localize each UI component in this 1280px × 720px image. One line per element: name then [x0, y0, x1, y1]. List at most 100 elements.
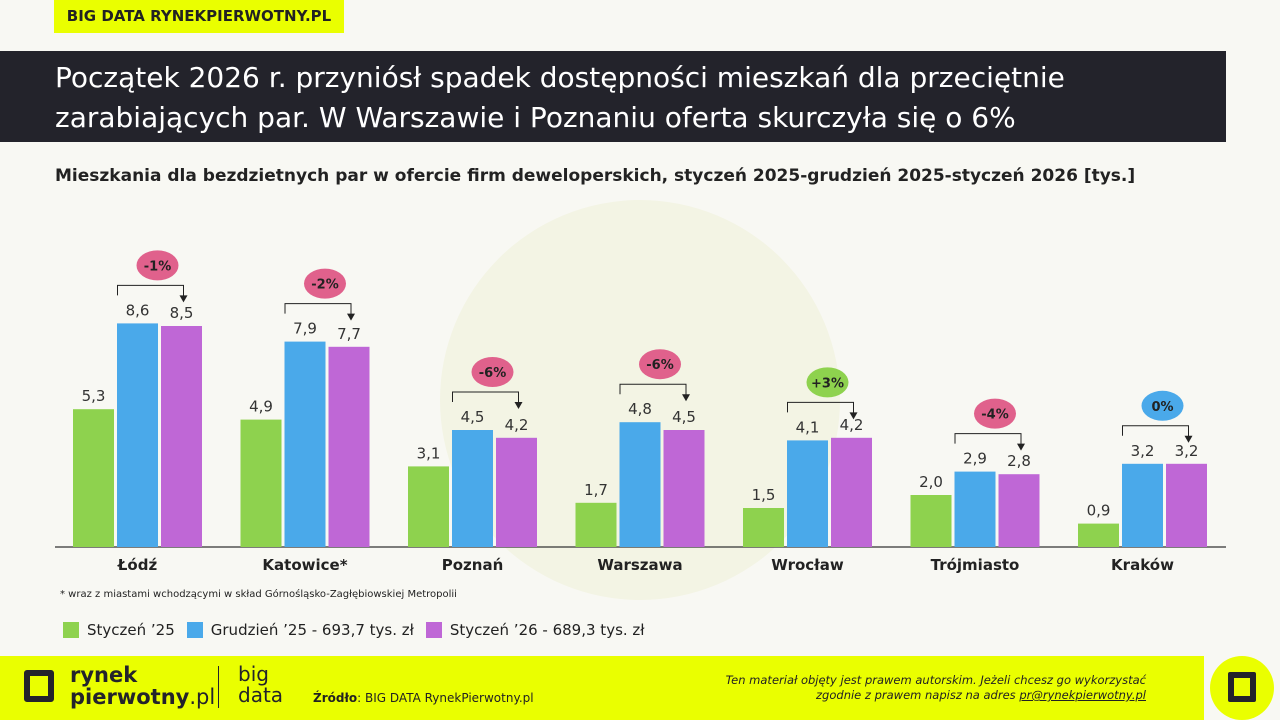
data-label: 4,5: [461, 408, 485, 426]
legend-item: Styczeń ’25: [63, 621, 175, 639]
change-label: -4%: [981, 408, 1008, 423]
data-label: 4,1: [796, 418, 820, 436]
bar: [73, 409, 114, 547]
bar: [161, 326, 202, 547]
category-label: Katowice*: [262, 556, 347, 574]
bar: [663, 430, 705, 547]
data-label: 2,8: [1007, 452, 1031, 470]
change-badge: [974, 398, 1016, 429]
arrow-down-icon: [1184, 435, 1193, 443]
category-label: Łódź: [117, 556, 158, 574]
data-label: 3,2: [1175, 442, 1199, 460]
category-label: Warszawa: [597, 556, 682, 574]
copyright-note: Ten materiał objęty jest prawem autorski…: [725, 673, 1146, 702]
arrow-down-icon: [1017, 443, 1025, 451]
bar: [998, 474, 1040, 547]
data-label: 8,6: [126, 301, 150, 319]
arrow-down-icon: [682, 394, 690, 402]
data-label: 0,9: [1087, 502, 1111, 520]
bar: [1122, 463, 1163, 547]
bar: [117, 323, 158, 547]
bar: [619, 422, 661, 547]
bar: [328, 346, 370, 547]
data-label: 3,2: [1131, 442, 1155, 460]
bar: [787, 440, 828, 547]
data-label: 5,3: [82, 387, 106, 405]
title-line-1: Początek 2026 r. przyniósł spadek dostęp…: [55, 61, 1065, 94]
data-label: 8,5: [170, 304, 194, 322]
legend-label: Styczeń ’25: [87, 621, 175, 639]
data-label: 4,9: [249, 398, 273, 416]
legend-swatch: [63, 622, 79, 638]
arrow-down-icon: [347, 313, 355, 321]
watermark: [440, 200, 840, 600]
data-label: 2,9: [963, 450, 987, 468]
data-label: 3,1: [417, 444, 441, 462]
change-bracket: [1122, 425, 1189, 438]
change-label: -6%: [479, 366, 506, 381]
arrow-down-icon: [849, 412, 858, 420]
category-label: Wrocław: [771, 556, 844, 574]
data-label: 4,2: [840, 416, 864, 434]
legend-item: Grudzień ’25 - 693,7 tys. zł: [186, 621, 414, 639]
category-label: Kraków: [1111, 556, 1174, 574]
corner-logo-icon: [1210, 656, 1274, 720]
data-label: 4,8: [628, 400, 652, 418]
change-bracket: [117, 284, 184, 298]
chart-title: Mieszkania dla bezdzietnych par w oferci…: [55, 166, 1136, 186]
legend-swatch: [425, 622, 442, 638]
header-tag: BIG DATA RYNEKPIERWOTNY.PL: [54, 0, 344, 33]
title-line-2: zarabiających par. W Warszawie i Poznani…: [55, 101, 1016, 134]
bar: [1166, 463, 1207, 547]
data-label: 4,2: [505, 416, 529, 434]
bar: [743, 508, 784, 547]
bar: [240, 419, 282, 547]
change-bracket: [954, 433, 1022, 446]
brand-logo: rynek pierwotny.pl: [70, 663, 216, 709]
bar: [284, 341, 326, 547]
footer: rynek pierwotny.pl big data Źródło: BIG DA…: [0, 656, 1204, 720]
bar: [954, 471, 996, 547]
change-label: -1%: [144, 259, 171, 274]
category-label: Trójmiasto: [931, 556, 1020, 574]
big-data-logo: big data: [238, 662, 284, 707]
bar: [496, 437, 537, 547]
change-bracket: [284, 303, 352, 316]
divider: [218, 666, 219, 708]
logo-icon: [24, 670, 54, 702]
bar: [1078, 523, 1119, 547]
change-label: 0%: [1151, 400, 1173, 415]
change-badge: [136, 250, 179, 281]
data-label: 1,5: [752, 486, 776, 504]
change-label: +3%: [811, 376, 844, 391]
data-label: 7,7: [337, 325, 361, 343]
legend-item: Styczeń ’26 - 689,3 tys. zł: [425, 621, 645, 639]
legend-label: Styczeń ’26 - 689,3 tys. zł: [449, 621, 645, 639]
bar: [452, 430, 493, 547]
data-label: 2,0: [919, 473, 943, 491]
footnote: * wraz z miastami wchodzącymi w skład Gó…: [60, 589, 457, 600]
legend-label: Grudzień ’25 - 693,7 tys. zł: [210, 621, 414, 639]
source: Źródło: BIG DATA RynekPierwotny.pl: [313, 691, 534, 705]
data-label: 1,7: [584, 481, 608, 499]
arrow-down-icon: [179, 295, 188, 303]
bar: [910, 495, 952, 547]
change-badge: [639, 349, 681, 380]
change-bracket: [452, 391, 519, 404]
legend-swatch: [186, 622, 203, 638]
legend: Styczeń ’25 Grudzień ’25 - 693,7 tys. zł…: [63, 621, 645, 639]
change-badge: [471, 357, 514, 387]
email-link[interactable]: pr@rynekpierwotny.pl: [1019, 688, 1146, 702]
change-label: -2%: [311, 278, 338, 293]
bar: [408, 466, 449, 547]
change-bracket: [787, 401, 854, 415]
bar: [575, 502, 617, 547]
change-label: -6%: [646, 358, 673, 373]
change-badge: [304, 268, 346, 299]
change-badge: [1141, 390, 1184, 421]
bar: [831, 437, 872, 547]
change-badge: [806, 367, 849, 398]
category-label: Poznań: [442, 556, 504, 574]
data-label: 7,9: [293, 320, 317, 338]
